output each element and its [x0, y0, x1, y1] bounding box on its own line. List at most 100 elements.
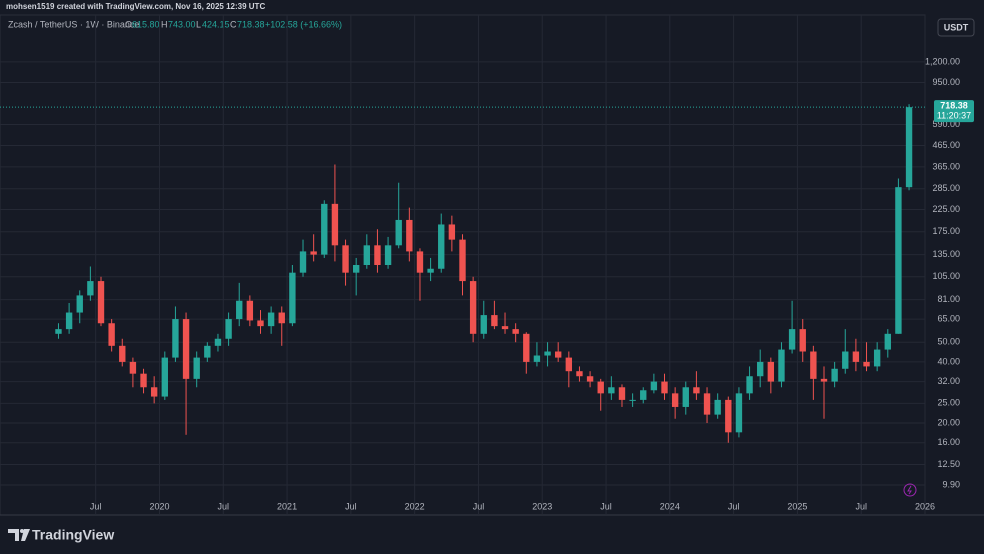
candle	[267, 306, 275, 334]
candle-body	[650, 381, 658, 391]
currency-button-box[interactable]	[937, 18, 975, 37]
last-price-box	[934, 100, 974, 123]
candle-body	[799, 329, 806, 352]
candle-body	[576, 371, 583, 377]
candle	[884, 329, 891, 358]
candle-body	[236, 300, 243, 320]
y-tick-label: 175.00	[932, 226, 960, 236]
candle	[873, 342, 881, 372]
x-tick-label: Jul	[345, 501, 357, 511]
candle	[321, 200, 328, 258]
candle-body	[757, 361, 764, 377]
candle	[640, 387, 647, 404]
candle-body	[852, 351, 860, 362]
candle-body	[214, 338, 222, 346]
candle-body	[374, 245, 381, 266]
brand[interactable]: TradingView	[8, 527, 114, 543]
currency-button[interactable]: USDT	[937, 18, 975, 37]
y-tick-label: 105.00	[932, 271, 960, 281]
plot	[0, 15, 926, 515]
y-tick-label: 285.00	[932, 183, 960, 193]
change: +102.58 (+16.66%)	[265, 19, 342, 29]
candle	[331, 164, 339, 262]
candle	[310, 234, 317, 262]
candle	[576, 366, 583, 382]
candle	[523, 332, 530, 374]
candle-body	[246, 300, 254, 321]
candle-body	[384, 245, 392, 266]
candle	[161, 351, 168, 400]
lightning-circle[interactable]	[903, 483, 917, 497]
candle-body	[55, 329, 62, 334]
candle-body	[257, 320, 264, 327]
candle	[469, 276, 477, 343]
candle-body	[278, 312, 285, 324]
candle-body	[406, 219, 413, 252]
candle-body	[150, 387, 158, 397]
candle-body	[831, 368, 838, 382]
candle	[374, 229, 381, 273]
candle	[820, 366, 828, 419]
candle	[225, 312, 232, 346]
currency-label[interactable]: USDT	[944, 22, 969, 32]
l-label: L	[196, 19, 201, 29]
legend: Zcash / TetherUS · 1W · Binance O 615.80…	[8, 19, 342, 29]
candle-body	[331, 203, 339, 246]
candle	[501, 312, 509, 334]
lightning-icon[interactable]	[903, 483, 917, 497]
brand-logo-dot[interactable]	[20, 529, 24, 533]
candle	[778, 342, 785, 388]
candle-body	[565, 357, 573, 372]
candle-body	[746, 376, 753, 394]
x-tick-label: 2023	[532, 501, 552, 511]
credit: mohsen1519 created with TradingView.com,…	[6, 2, 265, 11]
candle-body	[767, 361, 775, 382]
brand-name[interactable]: TradingView	[32, 527, 114, 543]
c-value: 718.38	[237, 19, 265, 29]
candle-body	[491, 315, 498, 327]
candle	[87, 266, 94, 301]
candle	[342, 239, 349, 286]
candle-body	[352, 265, 360, 273]
y-tick-label: 50.00	[937, 337, 960, 347]
candle	[246, 295, 254, 327]
candle-body	[788, 329, 796, 350]
candle-body	[905, 107, 913, 188]
candle-body	[129, 361, 137, 374]
y-tick-label: 81.00	[937, 294, 960, 304]
candle-body	[321, 203, 328, 255]
y-tick-label: 20.00	[937, 417, 960, 427]
brand-logo[interactable]	[8, 529, 30, 541]
grid	[0, 15, 926, 515]
candle	[608, 376, 615, 400]
candle-body	[438, 224, 445, 269]
candle-body	[597, 381, 604, 394]
candle-body	[842, 351, 849, 369]
candle	[788, 300, 796, 354]
symbol: Zcash / TetherUS · 1W · Binance	[8, 19, 139, 29]
candle	[299, 239, 307, 277]
o-value: 615.80	[132, 19, 160, 29]
y-tick-label: 16.00	[937, 437, 960, 447]
candle-body	[119, 345, 126, 362]
lightning-bolt[interactable]	[907, 485, 912, 495]
candle-body	[225, 319, 232, 339]
candle-body	[299, 251, 307, 273]
candle	[108, 319, 115, 352]
candle-body	[735, 393, 743, 433]
candle-body	[97, 281, 105, 324]
candle	[757, 349, 764, 388]
candle	[565, 351, 573, 388]
candle	[661, 373, 668, 400]
candle-body	[523, 333, 530, 362]
candle	[182, 312, 190, 435]
candle-body	[671, 393, 679, 407]
x-tick-label: 2024	[660, 501, 680, 511]
candle-body	[448, 224, 456, 240]
candle-body	[895, 187, 902, 334]
candle	[810, 345, 817, 400]
x-tick-label: Jul	[600, 501, 612, 511]
candle-body	[778, 349, 785, 382]
candle-body	[289, 272, 296, 324]
candle	[55, 323, 62, 339]
